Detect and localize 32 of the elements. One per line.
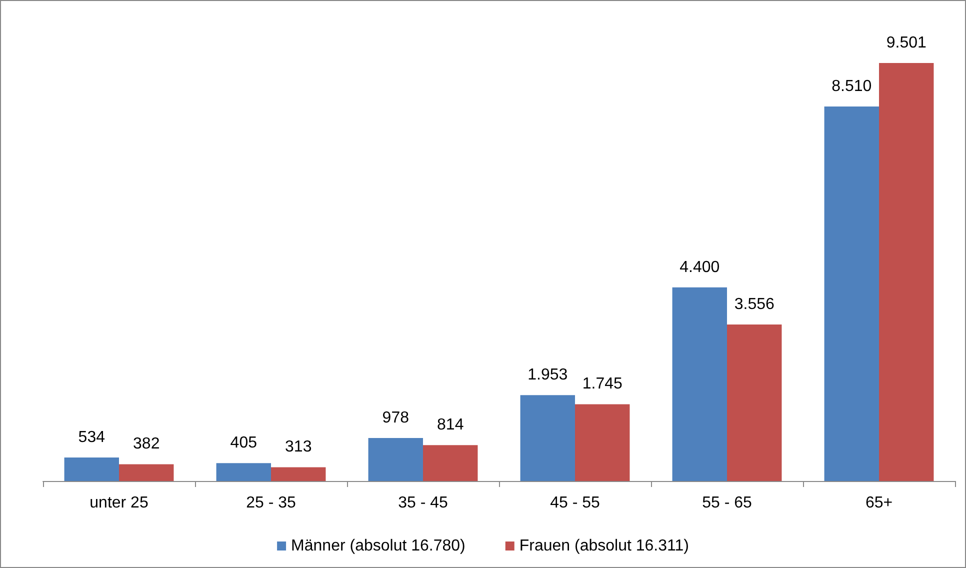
bar	[119, 464, 174, 481]
bar	[368, 438, 423, 481]
data-label: 382	[133, 436, 160, 453]
bar	[672, 287, 727, 481]
data-label: 3.556	[734, 296, 774, 314]
data-label: 313	[285, 438, 312, 456]
x-tick-label: 35 - 45	[398, 494, 448, 512]
bar	[423, 445, 478, 481]
bar	[271, 467, 326, 481]
bar	[727, 324, 782, 481]
data-label: 1.953	[528, 366, 568, 384]
bar	[575, 404, 630, 481]
bar	[824, 106, 879, 481]
data-label: 1.745	[582, 376, 622, 393]
x-tick-label: 25 - 35	[246, 494, 296, 512]
data-label: 814	[437, 416, 464, 434]
bar	[216, 463, 271, 481]
data-label: 9.501	[886, 34, 926, 52]
x-tick-label: 65+	[865, 494, 893, 512]
x-tick-label: 55 - 65	[702, 494, 752, 512]
bar	[520, 395, 575, 481]
x-tick-label: unter 25	[90, 494, 148, 512]
legend-label: Frauen (absolut 16.311)	[519, 538, 689, 554]
data-label: 8.510	[832, 78, 872, 96]
data-label: 978	[382, 409, 410, 426]
data-label: 534	[78, 429, 106, 446]
data-label: 4.400	[680, 258, 720, 276]
legend-label: Männer (absolut 16.780)	[291, 538, 466, 554]
data-label: 405	[230, 434, 258, 452]
x-tick-label: 45 - 55	[550, 494, 600, 512]
bar	[64, 458, 119, 481]
bar	[879, 62, 934, 481]
